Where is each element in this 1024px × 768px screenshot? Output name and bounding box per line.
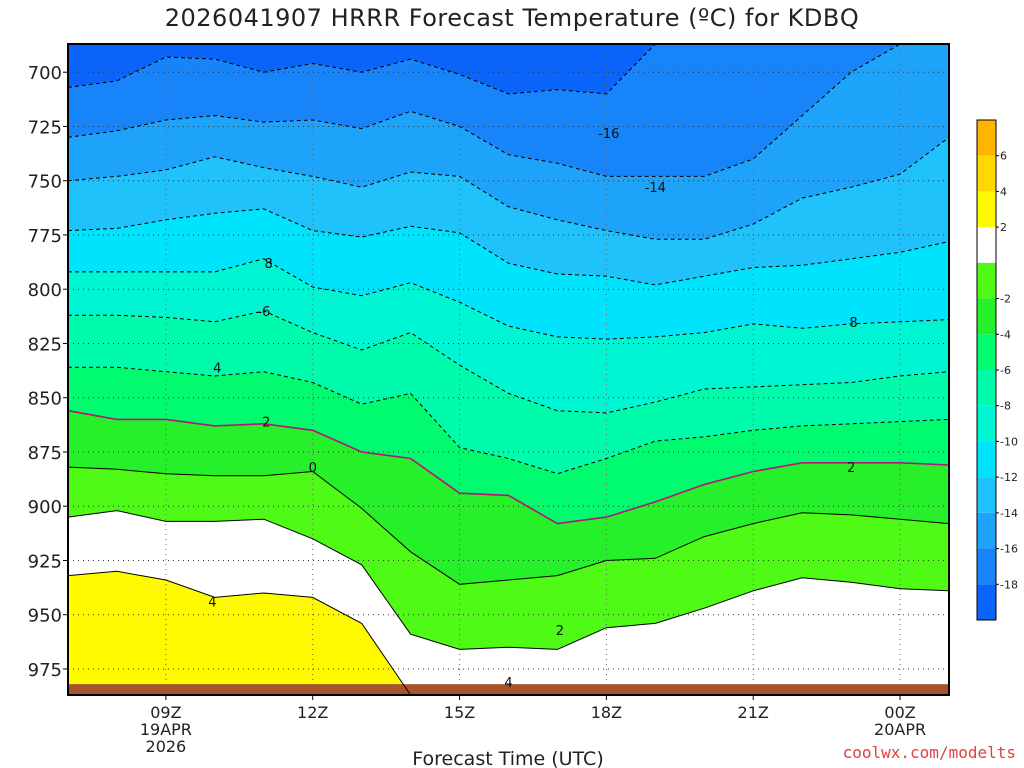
contour-line (68, 570, 949, 695)
temperature-band-11 (68, 571, 949, 695)
colorbar-swatch (977, 548, 996, 585)
contour-line (68, 44, 949, 95)
colorbar-label: -4 (1000, 328, 1011, 341)
x-tick-label: 09Z (150, 703, 181, 722)
colorbar-swatch (977, 370, 996, 406)
y-tick-label: 750 (28, 172, 62, 193)
contour-label: 2 (847, 461, 855, 476)
contour-line (68, 409, 949, 525)
contour-label: 8 (849, 316, 857, 331)
y-tick-label: 775 (28, 226, 62, 247)
colorbar-swatch (977, 512, 996, 549)
credit-text: coolwx.com/modelts (842, 743, 1016, 762)
contour-label: -16 (598, 127, 619, 142)
colorbar-swatch (977, 191, 996, 228)
temperature-fill-bands (68, 44, 949, 695)
contour-lines (68, 44, 949, 695)
temperature-band-5 (68, 258, 949, 413)
x-tick-label: 18Z (591, 703, 622, 722)
grid-lines (68, 44, 949, 695)
contour-label: 4 (208, 596, 216, 611)
colorbar-swatch (977, 298, 996, 335)
temperature-band-2 (68, 44, 949, 240)
temperature-band-8 (68, 410, 949, 585)
temperature-band-0 (68, 44, 949, 94)
colorbar-swatch (977, 155, 996, 192)
contour-line (68, 208, 949, 286)
contour-line (68, 310, 949, 414)
ground-layer (68, 684, 949, 695)
temperature-band-9 (68, 467, 949, 650)
contour-label: 8 (265, 257, 273, 272)
y-tick-label: 950 (28, 606, 62, 627)
x-tick-label: 2026 (146, 737, 187, 756)
y-tick-label: 825 (28, 334, 62, 355)
y-tick-label: 700 (28, 63, 62, 84)
x-axis-label: Forecast Time (UTC) (412, 748, 603, 768)
y-axis-ticks: 700 725 750 775 800 825 850 875 900 925 950 975 (28, 63, 68, 681)
contour-line (68, 136, 949, 240)
contour-label: 0 (309, 461, 317, 476)
colorbar-label: -16 (1000, 543, 1018, 556)
colorbar-swatch (977, 477, 996, 513)
colorbar-swatch (977, 334, 996, 370)
contour-line (68, 258, 949, 340)
y-tick-label: 800 (28, 280, 62, 301)
contour-label: 4 (213, 361, 221, 376)
colorbar-swatch (977, 405, 996, 442)
temperature-band-6 (68, 310, 949, 474)
ground-fill (68, 684, 949, 695)
x-tick-label: 00Z (884, 703, 915, 722)
contour-label: 2 (262, 416, 270, 431)
colorbar-swatch (977, 262, 996, 299)
y-tick-label: 925 (28, 551, 62, 572)
x-tick-label: 12Z (297, 703, 328, 722)
x-tick-label: 21Z (738, 703, 769, 722)
colorbar: 6 4 2 -2 -4 -6 -8 -10 -12 -14 -16 -18 (976, 119, 1018, 621)
colorbar-label: -8 (1000, 400, 1011, 413)
colorbar-label: 2 (1000, 221, 1007, 234)
x-tick-label: 15Z (444, 703, 475, 722)
y-tick-label: 975 (28, 660, 62, 681)
colorbar-swatch (977, 120, 996, 156)
y-tick-label: 875 (28, 443, 62, 464)
colorbar-label: 6 (1000, 150, 1007, 163)
temperature-band-4 (68, 208, 949, 340)
temperature-band-7 (68, 367, 949, 524)
colorbar-swatch (977, 441, 996, 478)
contour-line (68, 366, 949, 475)
contour-label: 2 (556, 624, 564, 639)
plot-frame (67, 43, 950, 696)
colorbar-label: 4 (1000, 185, 1007, 198)
contour-labels: -16 -14 8 -6 4 2 0 8 2 4 2 4 (208, 127, 857, 691)
y-tick-label: 900 (28, 497, 62, 518)
x-tick-label: 20APR (874, 720, 926, 739)
contour-label: -14 (645, 181, 666, 196)
chart-title: 2026041907 HRRR Forecast Temperature (ºC… (164, 4, 860, 32)
contour-line (68, 510, 949, 650)
x-tick-label: 19APR (140, 720, 192, 739)
y-tick-label: 850 (28, 389, 62, 410)
colorbar-label: -12 (1000, 471, 1018, 484)
colorbar-swatch (977, 584, 996, 620)
temperature-band-1 (68, 44, 949, 177)
colorbar-swatch (977, 227, 996, 263)
y-tick-label: 725 (28, 117, 62, 138)
contour-line (68, 44, 949, 177)
colorbar-label: -6 (1000, 364, 1011, 377)
colorbar-label: -10 (1000, 435, 1018, 448)
contour-label: -6 (257, 305, 270, 320)
colorbar-label: -18 (1000, 578, 1018, 591)
contour-label: 4 (504, 676, 512, 691)
temperature-band-3 (68, 137, 949, 285)
colorbar-label: -14 (1000, 507, 1018, 520)
temperature-band-10 (68, 510, 949, 695)
contour-line (68, 466, 949, 585)
colorbar-label: -2 (1000, 293, 1011, 306)
